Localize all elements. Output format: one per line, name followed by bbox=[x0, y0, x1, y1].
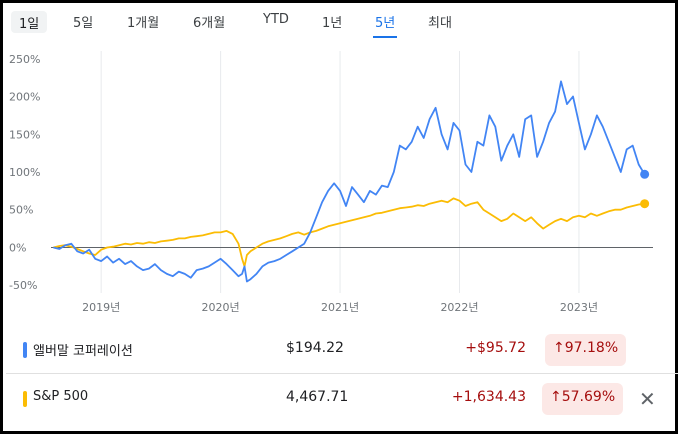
series-name: S&P 500 bbox=[33, 389, 89, 404]
series-line bbox=[53, 197, 645, 268]
series-pct-badge: ↑57.69% bbox=[542, 383, 624, 415]
x-tick-label: 2022년 bbox=[440, 301, 478, 314]
series-pct: 97.18% bbox=[564, 340, 619, 356]
series-price: $194.22 bbox=[286, 340, 344, 356]
series-pct-badge: ↑97.18% bbox=[545, 334, 627, 366]
series-end-point bbox=[640, 199, 650, 209]
y-tick-label: 200% bbox=[9, 91, 40, 104]
tab-max[interactable]: 최대 bbox=[428, 16, 452, 31]
y-tick-label: 250% bbox=[9, 53, 40, 66]
legend-row-sp500[interactable]: S&P 500 4,467.71 +1,634.43 ↑57.69% ✕ bbox=[6, 373, 678, 425]
series-end-point bbox=[640, 169, 650, 179]
tab-ytd[interactable]: YTD bbox=[263, 12, 289, 27]
close-icon[interactable]: ✕ bbox=[639, 387, 656, 411]
y-tick-label: 100% bbox=[9, 166, 40, 179]
arrow-up-icon: ↑ bbox=[550, 389, 562, 405]
x-tick-label: 2019년 bbox=[82, 301, 120, 314]
x-tick-label: 2020년 bbox=[202, 301, 240, 314]
y-tick-label: -50% bbox=[9, 279, 37, 292]
series-price: 4,467.71 bbox=[286, 389, 349, 405]
series-name: 앨버말 코퍼레이션 bbox=[33, 344, 133, 359]
legend-row-albemarle[interactable]: 앨버말 코퍼레이션 $194.22 +$95.72 ↑97.18% bbox=[6, 325, 678, 377]
series-change: +1,634.43 bbox=[451, 389, 526, 405]
series-swatch bbox=[23, 342, 27, 358]
y-tick-label: 50% bbox=[9, 204, 33, 217]
tab-6m[interactable]: 6개월 bbox=[193, 16, 226, 31]
x-tick-label: 2023년 bbox=[560, 301, 598, 314]
tab-5d[interactable]: 5일 bbox=[73, 16, 94, 31]
x-tick-label: 2021년 bbox=[321, 301, 359, 314]
y-tick-label: 0% bbox=[9, 241, 26, 254]
series-pct: 57.69% bbox=[561, 389, 616, 405]
y-tick-label: 150% bbox=[9, 128, 40, 141]
time-range-tabs: 1일 5일 1개월 6개월 YTD 1년 5년 최대 bbox=[3, 3, 675, 41]
arrow-up-icon: ↑ bbox=[553, 340, 565, 356]
series-change: +$95.72 bbox=[465, 340, 526, 356]
tab-1y[interactable]: 1년 bbox=[322, 16, 343, 31]
line-chart: 250% 200% 150% 100% 50% 0% -50% 2019년 2020년 2021… bbox=[9, 51, 653, 314]
tab-5y[interactable]: 5년 bbox=[372, 12, 398, 38]
series-swatch bbox=[23, 391, 27, 407]
tab-1m[interactable]: 1개월 bbox=[127, 16, 160, 31]
tab-1d[interactable]: 1일 bbox=[11, 11, 48, 33]
series-line bbox=[53, 80, 646, 283]
